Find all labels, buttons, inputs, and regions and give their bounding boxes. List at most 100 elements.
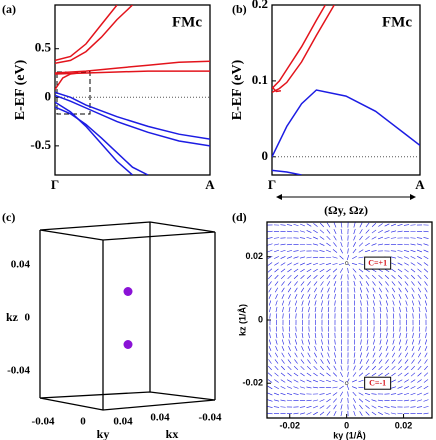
field-arrow [273, 406, 280, 408]
field-arrow [313, 275, 318, 279]
field-arrow [378, 229, 383, 234]
field-arrow [391, 379, 396, 383]
field-arrow [286, 250, 293, 252]
field-arrow [334, 339, 336, 345]
field-arrow [334, 352, 336, 358]
band [55, 101, 133, 175]
field-arrow [371, 411, 377, 416]
field-arrow [353, 287, 356, 293]
field-arrow [405, 313, 408, 319]
field-arrow [371, 223, 377, 227]
field-arrow [424, 345, 428, 352]
field-arrow [313, 223, 318, 227]
field-arrow [325, 392, 332, 396]
field-arrow [373, 300, 375, 306]
field-arrow [313, 268, 318, 273]
field-arrow [347, 254, 349, 261]
field-arrow [353, 404, 356, 410]
field-arrow [416, 399, 423, 402]
field-arrow [274, 281, 279, 286]
field-arrow [267, 249, 273, 253]
field-arrow [411, 287, 415, 293]
field-arrow [377, 236, 384, 240]
field-arrow [287, 372, 292, 377]
field-arrow [307, 287, 311, 293]
field-arrow [294, 359, 298, 364]
field-arrow [390, 406, 397, 408]
field-arrow [287, 262, 292, 266]
field-arrow [403, 250, 410, 252]
box-outline [39, 221, 216, 411]
field-arrow [299, 250, 306, 252]
field-arrow [306, 256, 312, 259]
field-arrow [411, 281, 415, 286]
field-arrow [275, 339, 278, 345]
field-arrow [340, 404, 343, 410]
field-arrow [384, 372, 390, 377]
field-arrow [295, 306, 297, 313]
field-arrow [319, 222, 325, 228]
field-arrow [306, 365, 312, 371]
field-arrow [391, 281, 396, 286]
field-arrow [398, 352, 402, 358]
field-arrow [418, 300, 421, 306]
field-arrow [268, 300, 272, 306]
field-arrow [308, 332, 310, 339]
field-arrow [424, 300, 428, 306]
field-arrow [332, 249, 338, 253]
field-arrow [301, 345, 304, 352]
field-arrow [390, 412, 397, 415]
field-arrow [333, 222, 337, 228]
field-arrow [410, 372, 416, 377]
field-arrow [392, 339, 395, 345]
field-arrow [306, 243, 312, 246]
field-arrow [351, 386, 358, 389]
field-arrow [293, 262, 299, 266]
band [55, 94, 210, 147]
field-arrow [378, 359, 383, 364]
field-arrow [390, 223, 397, 227]
field-arrow [280, 243, 286, 246]
field-arrow [301, 339, 304, 345]
field-arrow [293, 412, 299, 415]
field-arrow [359, 411, 363, 416]
field-arrow [327, 359, 330, 364]
field-arrow [299, 223, 306, 227]
field-arrow [313, 365, 318, 371]
chern-label: C=+1 [368, 258, 387, 267]
field-arrow [333, 229, 337, 234]
field-arrow [424, 359, 428, 364]
field-arrow [391, 359, 396, 364]
field-arrow [268, 274, 272, 280]
field-arrow [423, 237, 429, 239]
field-arrow [294, 352, 298, 358]
field-arrow [397, 230, 403, 233]
field-arrow [326, 235, 331, 241]
field-arrow [386, 313, 388, 319]
field-arrow [325, 379, 332, 383]
field-arrow [423, 406, 429, 408]
x-axis-label: (Ωy, Ωz) [324, 203, 368, 217]
field-arrow [327, 339, 330, 345]
field-arrow [347, 371, 349, 378]
field-arrow [300, 268, 305, 273]
field-arrow [358, 242, 364, 247]
field-arrow [307, 300, 311, 306]
field-arrow [365, 236, 370, 240]
field-arrow [313, 229, 318, 234]
field-arrow [340, 274, 343, 280]
field-arrow [379, 332, 382, 339]
field-arrow [372, 359, 376, 364]
field-arrow [358, 398, 364, 403]
field-arrow [319, 379, 325, 383]
field-arrow [333, 411, 337, 416]
field-arrow [333, 235, 337, 241]
field-arrow [288, 300, 291, 306]
field-arrow [299, 237, 306, 239]
field-arrow [281, 352, 285, 358]
field-arrow [306, 412, 312, 415]
field-arrow [306, 406, 312, 408]
y-tick-label: -0.02 [242, 378, 263, 388]
field-arrow [386, 306, 388, 313]
field-arrow [371, 399, 377, 402]
